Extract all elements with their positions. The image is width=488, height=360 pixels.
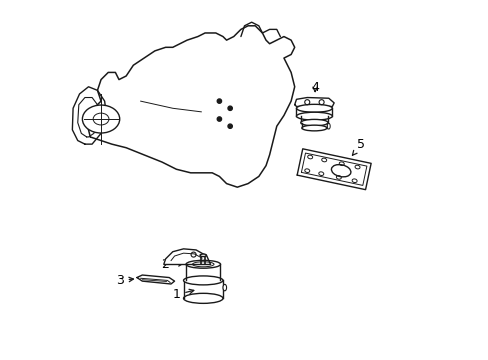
Ellipse shape xyxy=(82,105,120,133)
Circle shape xyxy=(227,106,232,111)
Ellipse shape xyxy=(326,123,329,129)
Ellipse shape xyxy=(301,125,326,131)
Circle shape xyxy=(217,99,221,103)
Circle shape xyxy=(227,124,232,129)
Ellipse shape xyxy=(300,120,327,126)
Text: 1: 1 xyxy=(172,288,193,301)
Ellipse shape xyxy=(296,112,332,120)
Polygon shape xyxy=(72,87,106,144)
Ellipse shape xyxy=(183,276,223,285)
Ellipse shape xyxy=(185,260,220,268)
Ellipse shape xyxy=(223,284,226,291)
Ellipse shape xyxy=(200,254,206,257)
Text: 2: 2 xyxy=(161,258,183,271)
Ellipse shape xyxy=(296,104,332,112)
Polygon shape xyxy=(297,149,370,190)
Text: 4: 4 xyxy=(310,81,319,94)
Circle shape xyxy=(217,117,221,121)
Text: 3: 3 xyxy=(116,274,133,287)
Ellipse shape xyxy=(183,293,223,303)
Text: 5: 5 xyxy=(352,138,365,155)
Polygon shape xyxy=(86,26,294,187)
Polygon shape xyxy=(137,275,174,284)
Polygon shape xyxy=(294,98,333,107)
Polygon shape xyxy=(163,249,210,264)
